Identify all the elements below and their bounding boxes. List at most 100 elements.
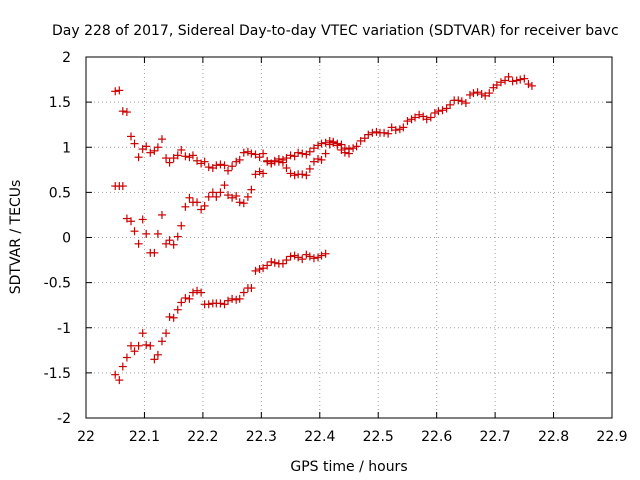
- y-tick-label: -2: [57, 411, 71, 427]
- data-point: [321, 249, 330, 258]
- data-point: [302, 250, 311, 259]
- data-point: [200, 157, 209, 166]
- data-point: [305, 252, 314, 261]
- data-point: [232, 157, 241, 166]
- data-point: [127, 341, 136, 350]
- data-point: [142, 340, 151, 349]
- data-point: [177, 221, 186, 230]
- data-point: [251, 150, 260, 159]
- data-point: [477, 90, 486, 99]
- data-point: [473, 88, 482, 97]
- data-point: [469, 89, 478, 98]
- data-point: [115, 376, 124, 385]
- data-point: [177, 145, 186, 154]
- data-point: [228, 294, 237, 303]
- data-point: [255, 167, 264, 176]
- data-point: [457, 97, 466, 106]
- data-point: [220, 181, 229, 190]
- data-point: [134, 239, 143, 248]
- data-point: [282, 154, 291, 163]
- data-point: [228, 162, 237, 171]
- x-tick-label: 22.7: [480, 429, 511, 445]
- plot-frame: [85, 56, 613, 419]
- y-tick-label: -1.5: [44, 366, 71, 382]
- data-point: [516, 75, 525, 84]
- x-tick-label: 22.1: [129, 429, 160, 445]
- data-point: [146, 148, 155, 157]
- data-point: [185, 193, 194, 202]
- data-point: [243, 147, 252, 156]
- data-point: [122, 108, 131, 117]
- data-point: [169, 313, 178, 322]
- data-point: [485, 89, 494, 98]
- data-point: [157, 135, 166, 144]
- x-tick-label: 22.9: [596, 429, 627, 445]
- data-point: [150, 248, 159, 257]
- data-point: [267, 257, 276, 266]
- data-point: [415, 110, 424, 119]
- data-point: [193, 198, 202, 207]
- y-axis-label: SDTVAR / TECUs: [8, 180, 24, 295]
- data-point: [130, 347, 139, 356]
- data-point: [118, 362, 127, 371]
- axis-ticks: [85, 56, 613, 419]
- data-point: [501, 76, 510, 85]
- data-point: [333, 141, 342, 150]
- data-point: [185, 153, 194, 162]
- series-middle: [111, 138, 353, 257]
- data-point: [150, 355, 159, 364]
- data-point: [220, 300, 229, 309]
- data-point: [235, 198, 244, 207]
- data-point: [282, 164, 291, 173]
- data-point: [111, 87, 120, 96]
- data-point: [329, 138, 338, 147]
- data-point: [173, 232, 182, 241]
- data-point: [305, 164, 314, 173]
- data-point: [247, 149, 256, 158]
- data-point: [340, 148, 349, 157]
- data-point: [481, 91, 490, 100]
- data-point: [407, 115, 416, 124]
- data-point: [122, 214, 131, 223]
- data-point: [356, 136, 365, 145]
- data-point: [255, 153, 264, 162]
- data-point: [224, 296, 233, 305]
- data-point: [278, 259, 287, 268]
- data-point: [197, 288, 206, 297]
- data-point: [200, 201, 209, 210]
- data-point: [352, 142, 361, 151]
- data-point: [188, 288, 197, 297]
- data-point: [138, 329, 147, 338]
- data-point: [204, 163, 213, 172]
- data-point: [142, 142, 151, 151]
- y-tick-label: -1: [57, 321, 71, 337]
- data-point: [153, 229, 162, 238]
- data-point: [150, 146, 159, 155]
- data-point: [130, 227, 139, 236]
- data-point: [349, 144, 358, 153]
- data-point: [508, 77, 517, 86]
- data-point: [259, 264, 268, 273]
- data-point: [274, 154, 283, 163]
- data-point: [118, 182, 127, 191]
- data-point: [314, 141, 323, 150]
- series-upper: [111, 72, 536, 175]
- data-point: [309, 157, 318, 166]
- data-point: [157, 210, 166, 219]
- data-point: [165, 236, 174, 245]
- data-point: [142, 229, 151, 238]
- data-point: [259, 149, 268, 158]
- data-point: [216, 299, 225, 308]
- data-point: [422, 115, 431, 124]
- x-tick-label: 22.3: [246, 429, 277, 445]
- y-tick-label: -0.5: [44, 276, 71, 292]
- tick-labels: 22 22.1 22.2 22.3 22.4 22.5 22.6 22.7 22.8 22.9 -2…: [44, 50, 628, 445]
- data-point: [399, 123, 408, 132]
- data-point: [169, 240, 178, 249]
- data-point: [197, 159, 206, 168]
- data-point: [212, 192, 221, 201]
- data-point: [204, 300, 213, 309]
- data-point: [387, 123, 396, 132]
- data-point: [321, 138, 330, 147]
